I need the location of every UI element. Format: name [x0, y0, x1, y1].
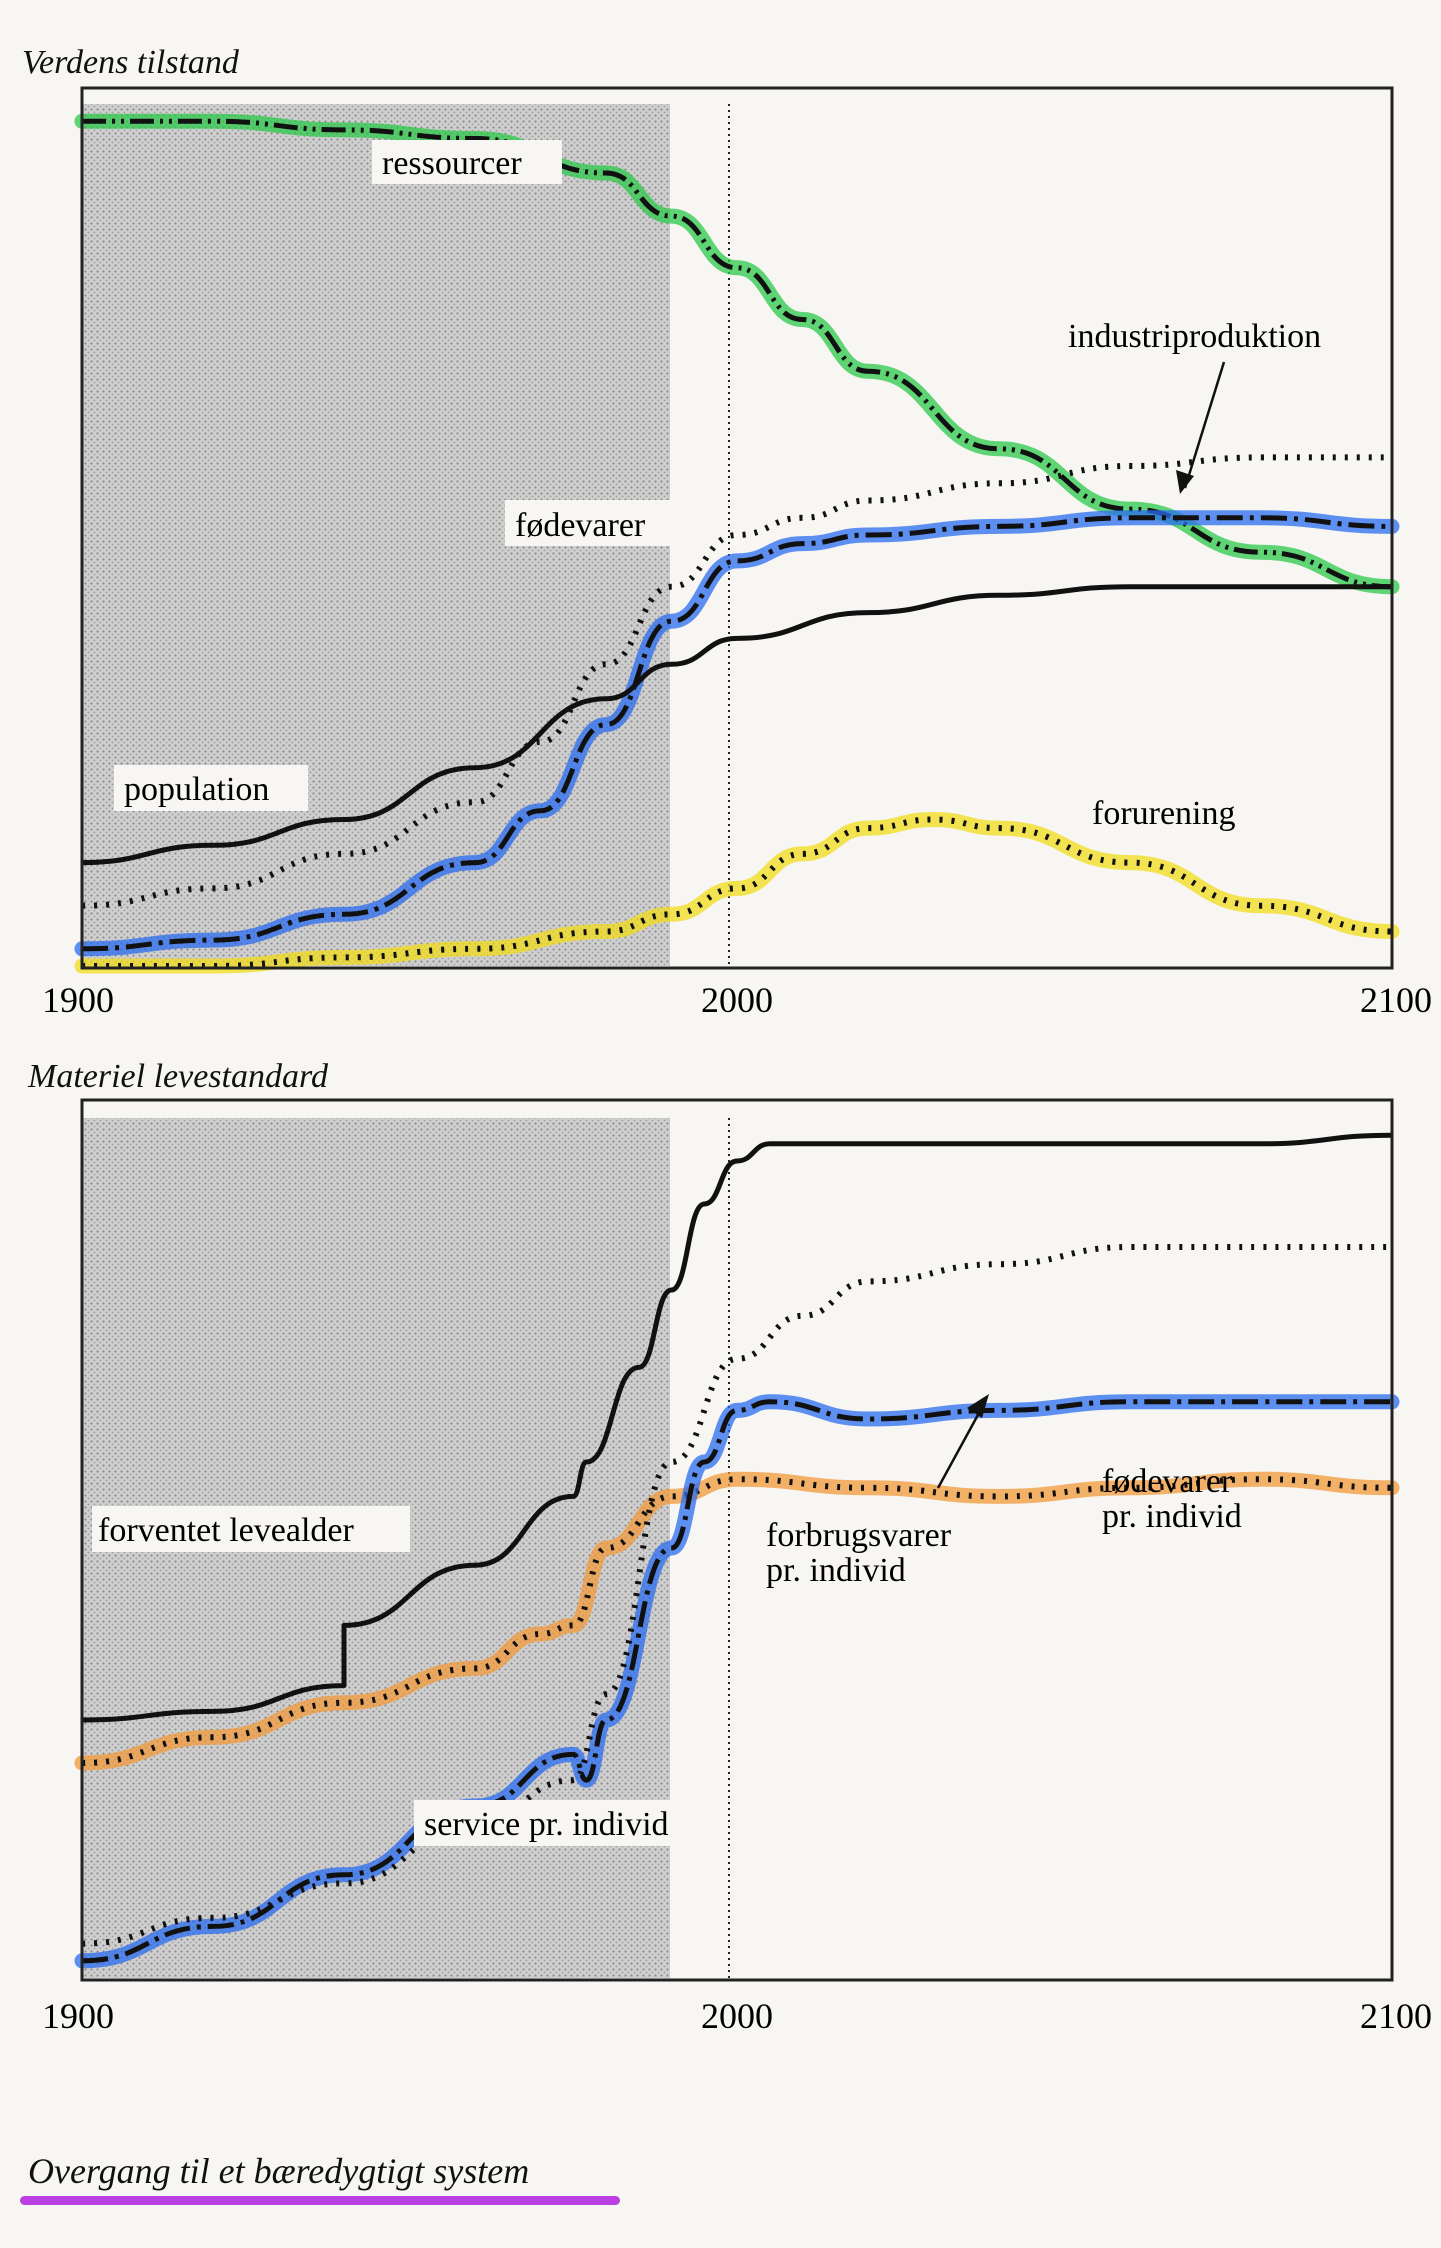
label-fodevarer-line1: fødevarer	[1102, 1463, 1233, 1500]
x-tick-label-2000: 2000	[701, 980, 773, 1020]
label-forbrugsvarer-line2: pr. individ	[766, 1552, 906, 1589]
series-line-fodevarer-pr-individ	[81, 1476, 1393, 1766]
chart-panel-verdens-tilstand: 1900 2000 2100 ressourcer industriprodukti…	[42, 86, 1432, 1020]
svg-text:fødevarer: fødevarer	[515, 507, 646, 544]
series-line-ressourcer	[81, 118, 1393, 590]
industriproduktion-arrowhead	[1176, 470, 1194, 494]
series-line-forbrugsvarer-pr-individ	[81, 1399, 1392, 1964]
label-forventet-levealder: forventet levealder	[92, 1506, 410, 1552]
svg-text:forventet levealder: forventet levealder	[98, 1512, 354, 1549]
label-forbrugsvarer-line1: forbrugsvarer	[766, 1517, 952, 1554]
industriproduktion-arrow	[1183, 361, 1226, 489]
label-industriproduktion: industriproduktion	[1068, 318, 1321, 355]
x-tick-label-2100: 2100	[1360, 1996, 1432, 2036]
label-fodevarer-line2: pr. individ	[1102, 1498, 1242, 1535]
forbrugsvarer-arrow	[936, 1401, 987, 1489]
forbrugsvarer-arrowhead	[967, 1394, 989, 1418]
series-highlight-forurening	[74, 812, 1400, 974]
footer-title-highlight	[20, 2196, 620, 2205]
x-tick-label-2000: 2000	[701, 1996, 773, 2036]
top-chart-caption: Verdens tilstand	[22, 44, 239, 81]
svg-text:service pr. individ: service pr. individ	[424, 1806, 669, 1843]
label-fodevarer: fødevarer	[505, 500, 677, 546]
x-tick-label-2100: 2100	[1360, 980, 1432, 1020]
label-population: population	[114, 765, 308, 811]
bottom-chart-caption: Materiel levestandard	[28, 1058, 328, 1095]
svg-text:ressourcer: ressourcer	[382, 145, 522, 182]
series-line-industriproduktion	[81, 515, 1393, 952]
svg-text:population: population	[124, 771, 269, 808]
series-line-forventet-levealder	[81, 1132, 1393, 1723]
plot-frame	[80, 86, 1394, 970]
chart-panel-materiel-levestandard: 1900 2000 2100 forventet levealder forbrug…	[42, 1098, 1432, 2036]
footer-title: Overgang til et bæredygtigt system	[28, 2151, 530, 2191]
label-ressourcer: ressourcer	[372, 140, 562, 184]
series-line-population	[81, 584, 1392, 866]
label-service: service pr. individ	[414, 1800, 722, 1846]
x-tick-label-1900: 1900	[42, 1996, 114, 2036]
plot-frame	[80, 1098, 1394, 1982]
x-tick-label-1900: 1900	[42, 980, 114, 1020]
label-forurening: forurening	[1092, 795, 1236, 832]
